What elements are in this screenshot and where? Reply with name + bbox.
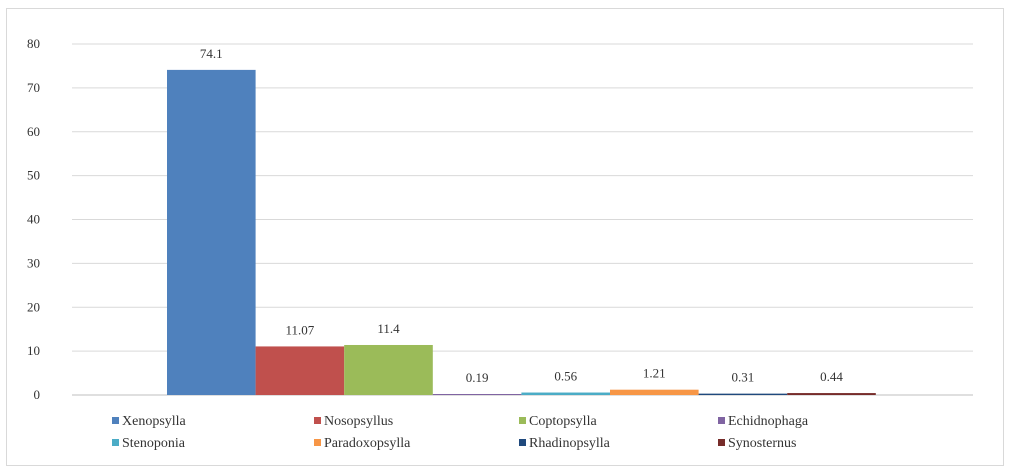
legend-label-xenopsylla: Xenopsylla — [122, 414, 187, 429]
legend-label-paradoxopsylla: Paradoxopsylla — [324, 436, 411, 451]
data-label-rhadinopsylla: 0.31 — [732, 370, 755, 385]
data-label-nosopsyllus: 11.07 — [286, 322, 315, 337]
y-tick-label: 60 — [27, 124, 40, 139]
chart-frame: 0 10 20 30 40 50 60 70 80 74.1 11.07 11.4 0.19 0.56 1.… — [6, 8, 1004, 466]
y-tick-label: 30 — [27, 255, 40, 270]
legend-label-stenoponia: Stenoponia — [122, 436, 186, 451]
data-label-paradoxopsylla: 1.21 — [643, 366, 666, 381]
data-label-synosternus: 0.44 — [820, 369, 843, 384]
bar-stenoponia — [521, 392, 610, 395]
y-tick-label: 50 — [27, 168, 40, 183]
legend-swatch-xenopsylla — [112, 417, 119, 424]
legend-swatch-nosopsyllus — [314, 417, 321, 424]
legend-label-rhadinopsylla: Rhadinopsylla — [529, 436, 611, 451]
bar-coptopsylla — [344, 344, 433, 395]
bar-rhadinopsylla — [698, 393, 788, 395]
bar-paradoxopsylla — [610, 389, 699, 395]
legend-label-synosternus: Synosternus — [728, 436, 796, 451]
legend-label-coptopsylla: Coptopsylla — [529, 414, 597, 429]
data-label-coptopsylla: 11.4 — [377, 321, 400, 336]
y-tick-label: 10 — [27, 343, 40, 358]
bar-synosternus — [787, 393, 876, 395]
y-tick-label: 80 — [27, 36, 40, 51]
y-tick-label: 40 — [27, 212, 40, 227]
legend-swatch-rhadinopsylla — [519, 439, 526, 446]
bar-chart: 0 10 20 30 40 50 60 70 80 74.1 11.07 11.4 0.19 0.56 1.… — [27, 36, 973, 451]
bar-echidnophaga — [432, 394, 522, 395]
legend-swatch-echidnophaga — [718, 417, 725, 424]
y-tick-label: 0 — [34, 387, 41, 402]
data-label-echidnophaga: 0.19 — [466, 370, 489, 385]
legend-label-echidnophaga: Echidnophaga — [728, 414, 809, 429]
legend-label-nosopsyllus: Nosopsyllus — [324, 414, 393, 429]
data-label-xenopsylla: 74.1 — [200, 46, 223, 61]
data-label-stenoponia: 0.56 — [554, 369, 577, 384]
bar-nosopsyllus — [255, 346, 345, 395]
legend-swatch-coptopsylla — [519, 417, 526, 424]
y-tick-label: 70 — [27, 80, 40, 95]
bar-xenopsylla — [167, 69, 256, 396]
legend-swatch-synosternus — [718, 439, 725, 446]
legend-swatch-stenoponia — [112, 439, 119, 446]
y-tick-label: 20 — [27, 299, 40, 314]
legend-swatch-paradoxopsylla — [314, 439, 321, 446]
